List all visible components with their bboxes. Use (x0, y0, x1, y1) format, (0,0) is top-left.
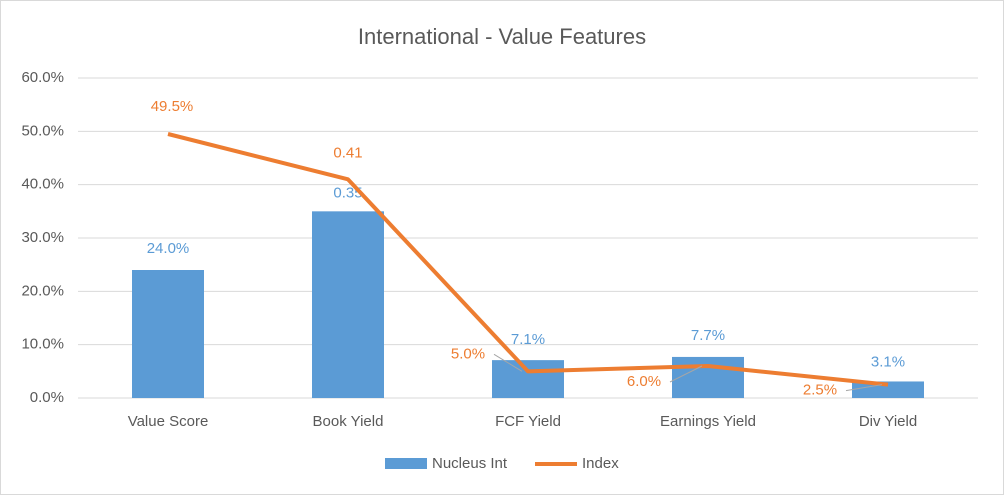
bar (852, 381, 924, 398)
bar (672, 356, 744, 398)
data-label: 24.0% (147, 240, 190, 257)
data-label: 5.0% (451, 345, 485, 362)
y-tick-label: 60.0% (21, 69, 64, 86)
chart-title: International - Value Features (358, 24, 646, 49)
leader-line (669, 365, 703, 383)
leader-line (845, 384, 883, 392)
data-label: 2.5% (803, 382, 837, 399)
bar (132, 270, 204, 398)
data-label: 7.1% (511, 331, 545, 348)
x-tick-label: Book Yield (313, 413, 384, 430)
y-tick-label: 10.0% (21, 336, 64, 353)
leader-line (493, 353, 523, 372)
y-tick-label: 0.0% (30, 389, 64, 406)
data-label: 49.5% (151, 98, 194, 115)
data-label: 6.0% (627, 373, 661, 390)
x-tick-label: Earnings Yield (660, 413, 756, 430)
legend-swatch (385, 458, 427, 469)
legend-label: Nucleus Int (432, 455, 508, 472)
bar (312, 211, 384, 398)
x-tick-label: FCF Yield (495, 413, 561, 430)
legend-label: Index (582, 455, 619, 472)
y-tick-label: 40.0% (21, 176, 64, 193)
x-tick-label: Div Yield (859, 413, 917, 430)
y-tick-label: 30.0% (21, 229, 64, 246)
bar (492, 360, 564, 398)
x-tick-label: Value Score (128, 413, 209, 430)
data-label: 7.7% (691, 327, 725, 344)
y-tick-label: 50.0% (21, 122, 64, 139)
data-label: 3.1% (871, 353, 905, 370)
data-label: 0.41 (333, 144, 362, 161)
y-tick-label: 20.0% (21, 282, 64, 299)
line (167, 132, 889, 387)
